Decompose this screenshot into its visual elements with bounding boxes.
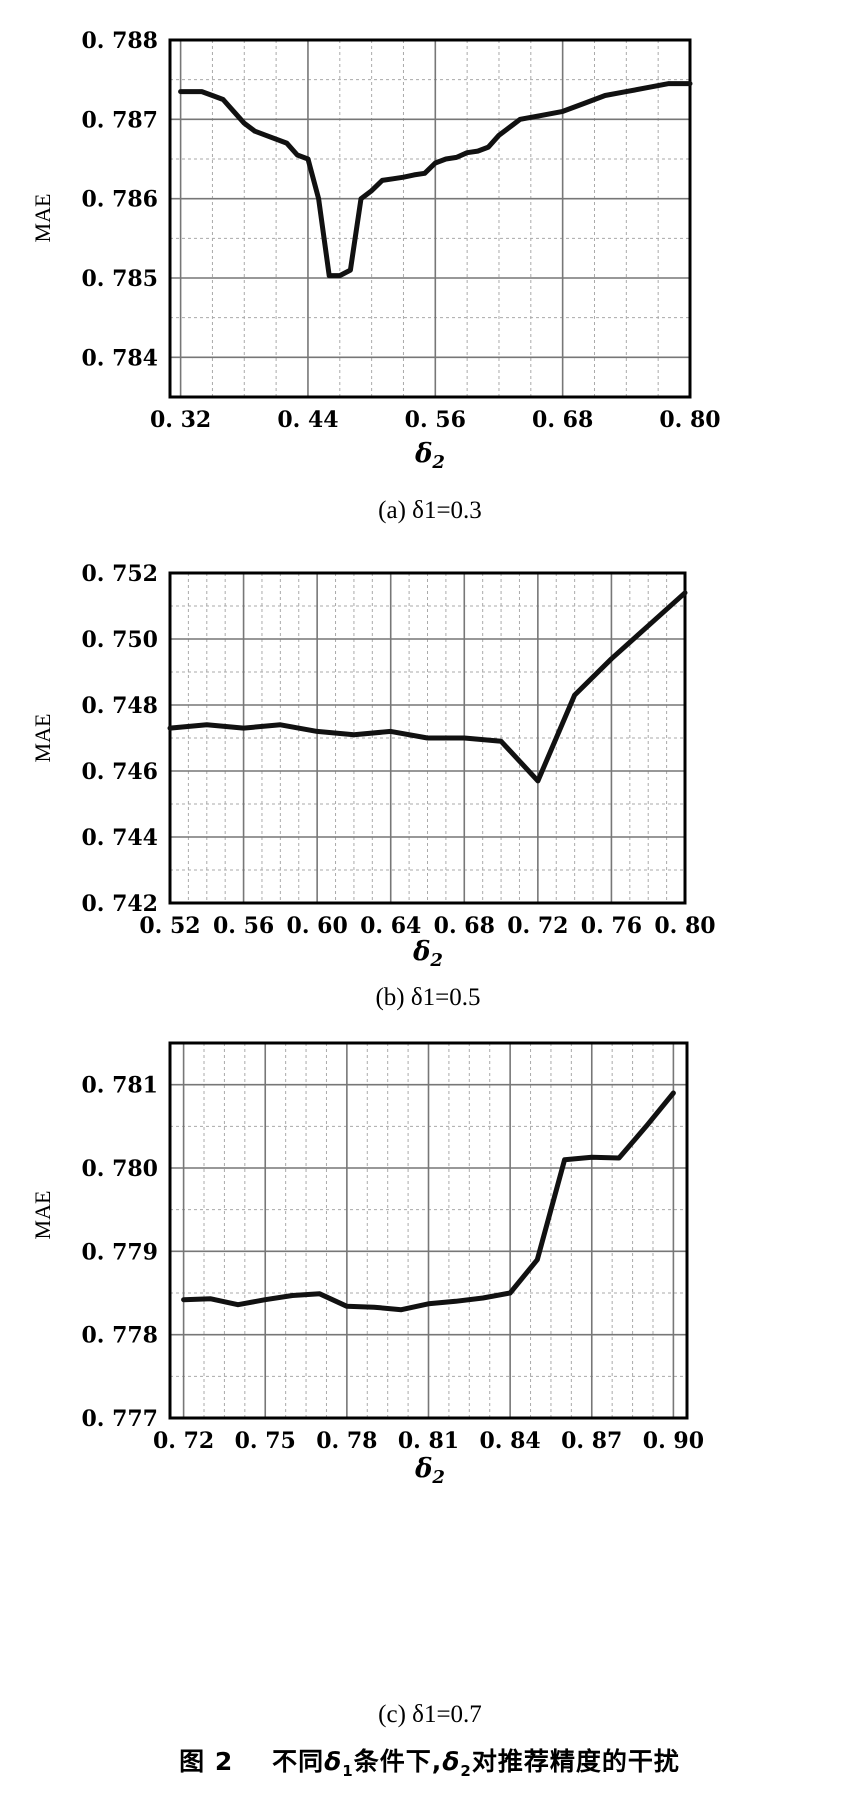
y-tick-label: 0. 780 [81, 1156, 158, 1182]
y-ticks-b: 0. 742 0. 744 0. 746 0. 748 0. 750 0. 752 [81, 561, 158, 917]
x-tick-label: 0. 81 [398, 1428, 459, 1454]
y-tick-label: 0. 784 [81, 345, 158, 371]
y-tick-label: 0. 777 [81, 1406, 158, 1432]
caption-sub2: 2 [460, 1762, 472, 1780]
y-axis-label-c: MAE [30, 1191, 55, 1240]
x-tick-label: 0. 68 [532, 407, 593, 433]
grid-c [170, 1043, 687, 1419]
x-tick-label: 0. 76 [581, 913, 642, 939]
x-tick-label: 0. 52 [139, 913, 200, 939]
x-tick-label: 0. 56 [213, 913, 274, 939]
y-tick-label: 0. 744 [81, 825, 158, 851]
y-ticks-a: 0. 784 0. 785 0. 786 0. 787 0. 788 [81, 28, 158, 371]
x-tick-label: 0. 87 [561, 1428, 622, 1454]
caption-var1: δ [324, 1747, 343, 1776]
caption-text-pre: 不同 [272, 1747, 325, 1776]
y-axis-label-b: MAE [30, 714, 55, 763]
x-tick-label: 0. 68 [434, 913, 495, 939]
plot-frame-a [168, 38, 692, 399]
y-axis-label-a: MAE [30, 194, 55, 243]
caption-text-post: 对推荐精度的干扰 [471, 1747, 680, 1776]
x-tick-label: 0. 60 [287, 913, 348, 939]
x-tick-label: 0. 32 [150, 407, 211, 433]
y-tick-label: 0. 752 [81, 561, 158, 587]
caption-var2: δ [442, 1747, 461, 1776]
figure-caption: 图 2 不同δ1条件下,δ2对推荐精度的干扰 [0, 1742, 859, 1780]
y-tick-label: 0. 785 [81, 266, 158, 292]
subcaption-a: (a) δ1=0.3 [378, 497, 482, 524]
series-points-c [183, 1092, 674, 1310]
x-tick-label: 0. 78 [316, 1428, 377, 1454]
x-axis-label-c: δ2 [414, 1454, 445, 1488]
y-tick-label: 0. 778 [81, 1323, 158, 1349]
y-tick-label: 0. 742 [81, 891, 158, 917]
y-tick-label: 0. 746 [81, 759, 158, 785]
x-tick-label: 0. 72 [507, 913, 568, 939]
x-tick-label: 0. 90 [643, 1428, 704, 1454]
series-points-b [169, 592, 686, 781]
y-tick-label: 0. 781 [81, 1073, 158, 1099]
x-tick-label: 0. 84 [480, 1428, 541, 1454]
plot-frame-b [168, 571, 687, 905]
series-points-a [180, 83, 691, 276]
x-axis-label-b: δ2 [412, 937, 443, 971]
x-tick-label: 0. 72 [153, 1428, 214, 1454]
x-axis-label-a: δ2 [414, 439, 445, 473]
y-tick-label: 0. 779 [81, 1239, 158, 1265]
y-tick-label: 0. 788 [81, 28, 158, 54]
subcaption-b: (b) δ1=0.5 [375, 984, 480, 1011]
x-ticks-a: 0. 32 0. 44 0. 56 0. 68 0. 80 [150, 407, 721, 433]
y-tick-label: 0. 748 [81, 693, 158, 719]
plot-frame-c [168, 1041, 689, 1420]
y-tick-label: 0. 787 [81, 107, 158, 133]
subcaption-c: (c) δ1=0.7 [378, 1701, 482, 1728]
chart-a: 0. 784 0. 785 0. 786 0. 787 0. 788 0. 32 0. 4… [30, 28, 721, 524]
x-tick-label: 0. 80 [654, 913, 715, 939]
y-tick-label: 0. 750 [81, 627, 158, 653]
x-tick-label: 0. 56 [405, 407, 466, 433]
figure-label: 图 2 [179, 1747, 234, 1776]
x-tick-label: 0. 44 [277, 407, 338, 433]
y-ticks-c: 0. 777 0. 778 0. 779 0. 780 0. 781 [81, 1073, 158, 1432]
x-tick-label: 0. 80 [659, 407, 720, 433]
caption-text-mid: 条件下, [353, 1747, 443, 1776]
x-ticks-b: 0. 52 0. 56 0. 60 0. 64 0. 68 0. 72 0. 76 0. 80 [139, 913, 715, 939]
chart-b: 0. 742 0. 744 0. 746 0. 748 0. 750 0. 752 0. … [30, 561, 716, 1011]
x-tick-label: 0. 64 [360, 913, 421, 939]
y-tick-label: 0. 786 [81, 187, 158, 213]
caption-sub1: 1 [342, 1762, 354, 1780]
x-tick-label: 0. 75 [235, 1428, 296, 1454]
x-ticks-c: 0. 72 0. 75 0. 78 0. 81 0. 84 0. 87 0. 90 [153, 1428, 704, 1454]
